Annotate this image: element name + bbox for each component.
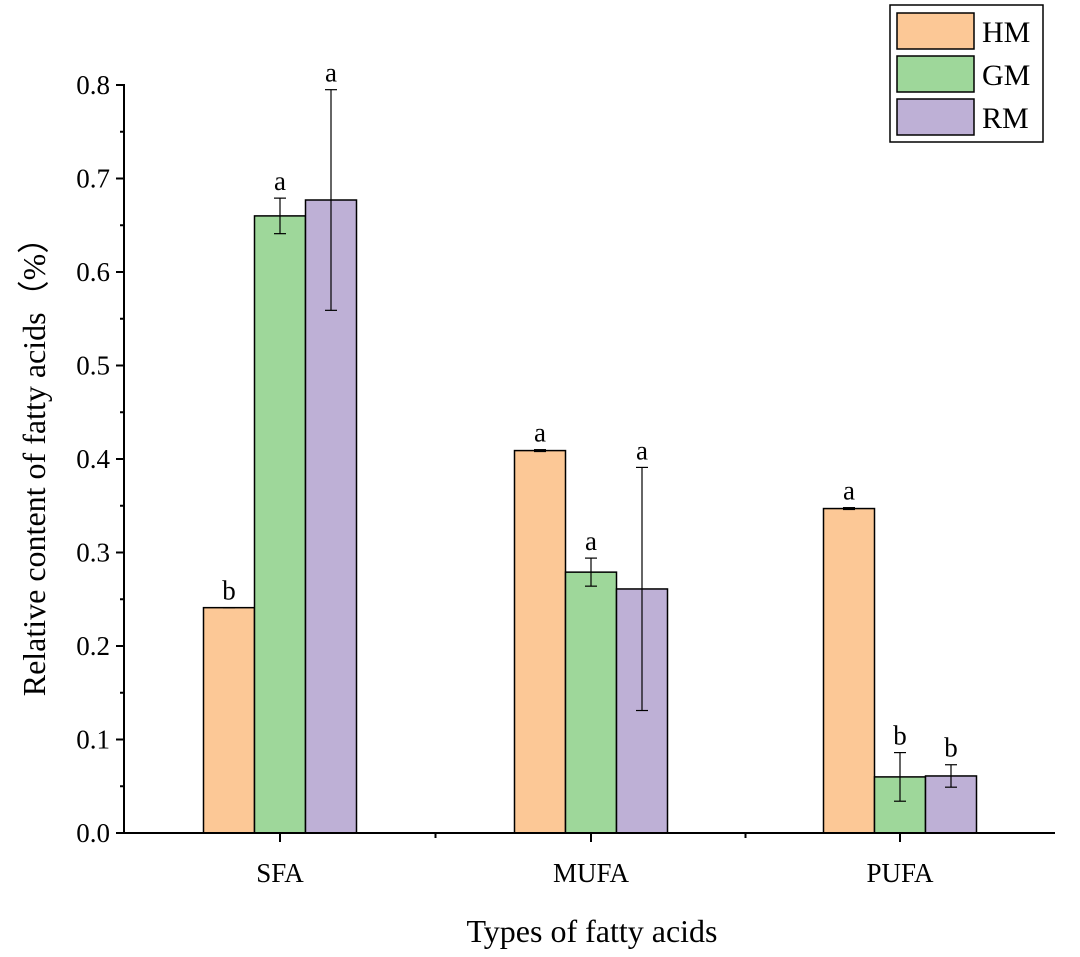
y-tick-label: 0.8	[76, 70, 110, 100]
y-tick-label: 0.4	[76, 444, 110, 474]
legend: HM GM RM	[889, 4, 1044, 143]
significance-letter: b	[893, 721, 907, 751]
bar-hm-pufa	[822, 507, 876, 834]
x-tick-label: SFA	[256, 858, 304, 888]
x-tick-label: PUFA	[866, 858, 934, 888]
error-bar-gm-pufa	[894, 751, 906, 802]
bar-gm-sfa	[253, 215, 307, 834]
error-bar-gm-sfa	[274, 197, 286, 235]
legend-swatch-gm	[896, 55, 975, 93]
y-tick-label: 0.2	[76, 631, 110, 661]
legend-label-rm: RM	[982, 102, 1029, 135]
legend-label-hm: HM	[982, 16, 1030, 49]
error-bar-rm-sfa	[325, 89, 337, 311]
y-tick-label: 0.7	[76, 164, 110, 194]
bar-hm-mufa	[513, 449, 567, 834]
bars-layer	[202, 199, 978, 834]
error-bar-gm-mufa	[585, 557, 597, 587]
significance-letter: a	[325, 58, 337, 88]
x-axis-title: Types of fatty acids	[466, 913, 717, 949]
x-axis-ticks: SFA MUFA PUFA	[256, 833, 934, 888]
y-axis-title: Relative content of fatty acids（%）	[16, 222, 52, 697]
significance-letter: a	[585, 526, 597, 556]
bar-gm-mufa	[564, 571, 618, 834]
y-tick-label: 0.3	[76, 538, 110, 568]
error-bars-layer	[223, 89, 957, 802]
y-tick-label: 0.6	[76, 257, 110, 287]
error-bar-rm-mufa	[636, 466, 648, 712]
significance-letter: a	[636, 435, 648, 465]
error-bar-rm-pufa	[945, 764, 957, 788]
significance-letters-layer: b a a a a b a a b	[222, 58, 958, 763]
x-tick-label: MUFA	[553, 858, 630, 888]
y-axis-ticks: 0.0 0.1 0.2 0.3 0.4 0.5 0.6 0.7 0.8	[76, 70, 124, 848]
significance-letter: a	[274, 166, 286, 196]
significance-letter: b	[222, 576, 236, 606]
bar-rm-pufa	[924, 775, 978, 834]
legend-swatch-rm	[896, 98, 975, 136]
y-tick-label: 0.0	[76, 818, 110, 848]
legend-swatch-hm	[896, 12, 975, 50]
significance-letter: b	[944, 733, 958, 763]
error-bar-hm-mufa	[534, 449, 546, 453]
y-tick-label: 0.5	[76, 351, 110, 381]
error-bar-hm-pufa	[843, 507, 855, 511]
significance-letter: a	[534, 418, 546, 448]
significance-letter: a	[843, 476, 855, 506]
bar-hm-sfa	[202, 606, 256, 834]
y-tick-label: 0.1	[76, 725, 110, 755]
legend-label-gm: GM	[982, 59, 1030, 92]
